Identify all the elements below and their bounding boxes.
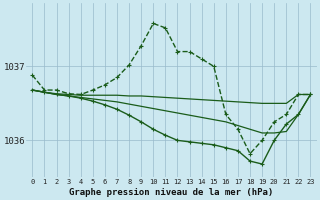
X-axis label: Graphe pression niveau de la mer (hPa): Graphe pression niveau de la mer (hPa) <box>69 188 274 197</box>
